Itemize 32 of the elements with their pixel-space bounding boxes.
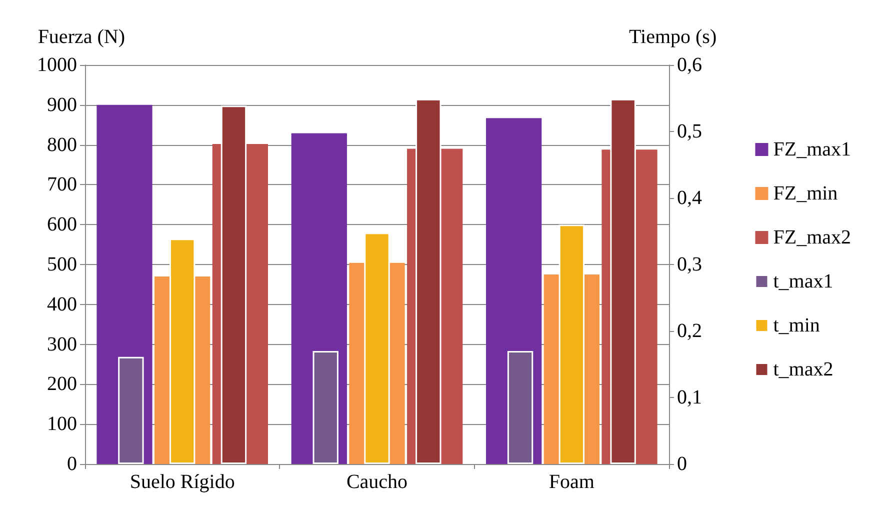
y2-tick-label: 0,6: [677, 54, 702, 76]
bar: [118, 356, 144, 464]
bar: [312, 350, 338, 464]
y2-tick-label: 0,1: [677, 386, 702, 408]
y2-axis-title: Tiempo (s): [629, 26, 717, 48]
y2-tick-label: 0,4: [677, 187, 702, 209]
legend-label: FZ_max1: [773, 138, 852, 160]
y-tick-label: 400: [47, 293, 77, 316]
bar: [507, 350, 534, 464]
y2-tick-label: 0,3: [677, 254, 702, 276]
legend-label: t_max2: [773, 358, 834, 380]
y2-tick-label: 0: [677, 453, 687, 475]
y-tick-label: 900: [47, 94, 77, 116]
y-tick-label: 1000: [37, 54, 77, 76]
y-tick-label: 0: [67, 453, 77, 475]
y-tick-label: 100: [47, 413, 77, 436]
y-axis-title: Fuerza (N): [38, 26, 125, 48]
y-tick-label: 200: [47, 373, 77, 396]
y2-tick-label: 0,2: [677, 320, 702, 342]
legend-label: FZ_min: [773, 182, 838, 204]
y-tick-label: 500: [47, 254, 77, 276]
x-tick-label: Foam: [548, 471, 595, 493]
y-tick-label: 300: [47, 333, 77, 356]
y2-tick-label: 0,5: [677, 120, 702, 142]
x-tick-label: Caucho: [346, 471, 408, 493]
legend-label: t_max1: [773, 270, 834, 292]
y-tick-label: 700: [47, 174, 77, 196]
y-tick-label: 600: [47, 214, 77, 236]
legend-label: FZ_max2: [773, 226, 852, 248]
y-tick-label: 800: [47, 134, 77, 156]
legend-label: t_min: [773, 314, 820, 336]
x-tick-label: Suelo Rígido: [130, 471, 235, 493]
